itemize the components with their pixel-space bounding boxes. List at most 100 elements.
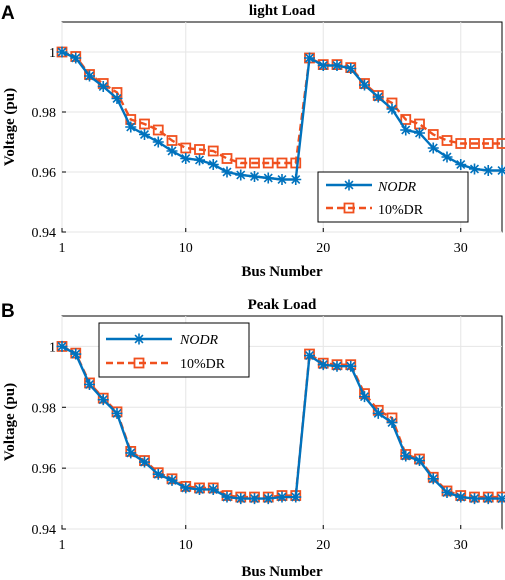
panel-a-ylabel: Voltage (pu) bbox=[2, 88, 18, 166]
panel-b-nodr-point-14 bbox=[235, 493, 247, 505]
panel-a-ytick-label-1: 0.96 bbox=[32, 166, 57, 181]
panel-a-legend-symbols bbox=[326, 179, 372, 214]
panel-a-nodr-point-14 bbox=[235, 169, 247, 181]
panel-b-plot-area: 1 10 20 30 0.94 0.96 0.98 1 bbox=[32, 316, 505, 553]
panel-a-dr-point-26 bbox=[400, 114, 412, 125]
panel-a-xtick-label-1: 10 bbox=[179, 241, 193, 256]
panel-b-nodr-point-33 bbox=[496, 493, 505, 505]
panel-b-nodr-point-16 bbox=[262, 493, 274, 505]
panel-b-xtick-label-2: 20 bbox=[316, 538, 330, 553]
panel-b-xtick-label-0: 1 bbox=[59, 538, 66, 553]
panel-a-dr-point-32 bbox=[482, 138, 494, 149]
panel-b-nodr-point-3 bbox=[84, 378, 95, 390]
panel-a-xtick-label-0: 1 bbox=[59, 241, 66, 256]
panel-a-dr-point-12 bbox=[207, 145, 219, 157]
panel-a-nodr-point-3 bbox=[84, 70, 95, 82]
panel-a-dr-point-9 bbox=[166, 135, 178, 146]
panel-b-ytick-label-0: 0.94 bbox=[32, 523, 57, 538]
panel-b-letter: B bbox=[1, 301, 15, 322]
panel-b-nodr-point-6 bbox=[125, 447, 137, 459]
panel-a-dr-point-18 bbox=[290, 157, 302, 169]
panel-b-nodr-point-30 bbox=[455, 491, 467, 503]
panel-b-nodr-point-32 bbox=[482, 493, 494, 505]
panel-b-ytick-label-1: 0.96 bbox=[32, 462, 57, 477]
panel-a-dr-point-33 bbox=[496, 138, 505, 149]
panel-a-dr-point-30 bbox=[455, 138, 467, 149]
panel-a-nodr-point-12 bbox=[207, 159, 219, 170]
panel-a-dr-point-28 bbox=[427, 129, 439, 140]
panel-b-legend-label-nodr: NODR bbox=[179, 333, 219, 348]
panel-b-nodr-point-26 bbox=[400, 450, 412, 462]
panel-a-xtick-label-3: 30 bbox=[454, 241, 468, 256]
panel-b-nodr-point-2 bbox=[70, 348, 82, 360]
panel-b-legend-label-dr: 10%DR bbox=[180, 357, 226, 372]
panel-b-nodr-point-19 bbox=[304, 350, 315, 362]
panel-a-nodr-point-4 bbox=[97, 81, 109, 92]
panel-b-nodr-point-4 bbox=[97, 394, 109, 406]
panel-b-nodr-point-23 bbox=[359, 391, 370, 403]
panel-a-nodr-point-9 bbox=[166, 145, 178, 157]
panel-a-nodr-point-28 bbox=[427, 142, 439, 154]
panel-b-xtick-label-1: 10 bbox=[179, 538, 193, 553]
panel-b-ytick-label-3: 1 bbox=[49, 340, 56, 355]
panel-a-nodr-point-20 bbox=[317, 60, 329, 71]
panel-b-nodr-point-21 bbox=[331, 360, 343, 372]
panel-a-nodr-point-2 bbox=[70, 52, 82, 64]
panel-b-legend: NODR 10%DR bbox=[98, 322, 250, 378]
panel-a-dr-point-13 bbox=[221, 153, 233, 164]
panel-b-nodr-point-11 bbox=[194, 483, 205, 495]
panel-b-nodr-point-20 bbox=[317, 359, 329, 371]
panel-a-nodr-point-13 bbox=[221, 166, 233, 178]
panel-a-nodr-point-7 bbox=[139, 129, 150, 140]
panel-a-nodr-point-16 bbox=[262, 172, 274, 184]
panel-a-dr-point-16 bbox=[262, 157, 274, 169]
panel-a-dr-point-14 bbox=[235, 157, 247, 169]
panel-a-dr-point-31 bbox=[469, 138, 480, 149]
panel-a-dr-point-11 bbox=[194, 144, 205, 155]
panel-a-nodr-point-22 bbox=[345, 63, 357, 74]
panel-a-nodr-point-6 bbox=[125, 121, 137, 133]
panel-a-xlabel: Bus Number bbox=[241, 264, 323, 280]
panel-a-ytick-label-2: 0.98 bbox=[32, 106, 57, 121]
panel-a-nodr-point-33 bbox=[496, 165, 505, 176]
panel-a-legend-marker-dr bbox=[343, 202, 355, 214]
panel-a-nodr-point-25 bbox=[386, 103, 398, 115]
panel-a-legend-marker-nodr bbox=[343, 179, 355, 191]
panel-a-legend-box bbox=[317, 171, 469, 223]
panel-a-nodr-point-5 bbox=[111, 93, 123, 104]
panel-b-ylabel: Voltage (pu) bbox=[2, 383, 18, 461]
panel-b-legend-symbols bbox=[106, 333, 172, 369]
panel-a-nodr-point-1 bbox=[56, 46, 68, 58]
panel-a-dr-point-7 bbox=[139, 118, 150, 130]
panel-a-dr-point-10 bbox=[180, 142, 192, 154]
panel-b-nodr-point-31 bbox=[469, 493, 480, 505]
panel-b-ytick-label-2: 0.98 bbox=[32, 401, 57, 416]
panel-b-nodr-point-13 bbox=[221, 491, 233, 503]
panel-a-nodr-point-24 bbox=[372, 91, 384, 103]
panel-b-legend-marker-nodr bbox=[133, 333, 145, 345]
panel-a-title: light Load bbox=[249, 3, 316, 19]
panel-b-nodr-point-29 bbox=[441, 486, 453, 498]
panel-a-nodr-point-8 bbox=[152, 136, 164, 148]
panel-a-nodr-point-23 bbox=[359, 79, 370, 91]
panel-b-nodr-point-7 bbox=[139, 456, 150, 468]
panel-a-nodr-point-18 bbox=[290, 174, 302, 185]
panel-b-xlabel: Bus Number bbox=[241, 564, 323, 580]
panel-a-ytick-label-3: 1 bbox=[49, 46, 56, 61]
panel-a-legend: NODR 10%DR bbox=[317, 171, 469, 223]
panel-b-nodr-point-9 bbox=[166, 474, 178, 486]
panel-a-nodr-point-31 bbox=[469, 163, 480, 175]
panel-b-nodr-point-27 bbox=[414, 455, 425, 467]
panel-a-dr-point-17 bbox=[276, 157, 288, 169]
panel-b-nodr-point-18 bbox=[290, 491, 302, 503]
panel-b-nodr-point-1 bbox=[56, 340, 68, 352]
panel-a-nodr-point-17 bbox=[276, 174, 288, 185]
panel-a-nodr-point-19 bbox=[304, 52, 315, 64]
panel-a-nodr-point-27 bbox=[414, 127, 425, 139]
panel-b: B Peak Load 1 10 20 30 0.94 0.96 0.98 1 Bus Num… bbox=[1, 297, 505, 580]
panel-b-nodr-point-8 bbox=[152, 468, 164, 480]
panel-b-nodr-point-22 bbox=[345, 360, 357, 372]
panel-a-nodr-point-30 bbox=[455, 159, 467, 170]
panel-b-nodr-point-25 bbox=[386, 417, 398, 428]
